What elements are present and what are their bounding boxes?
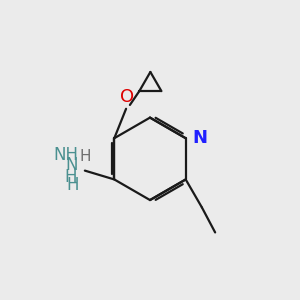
Text: N: N — [65, 156, 78, 174]
Text: H: H — [79, 149, 91, 164]
Text: N: N — [192, 129, 207, 147]
Text: O: O — [121, 88, 135, 106]
Text: H: H — [65, 167, 77, 185]
Text: NH: NH — [53, 146, 78, 164]
Text: H: H — [66, 176, 78, 194]
